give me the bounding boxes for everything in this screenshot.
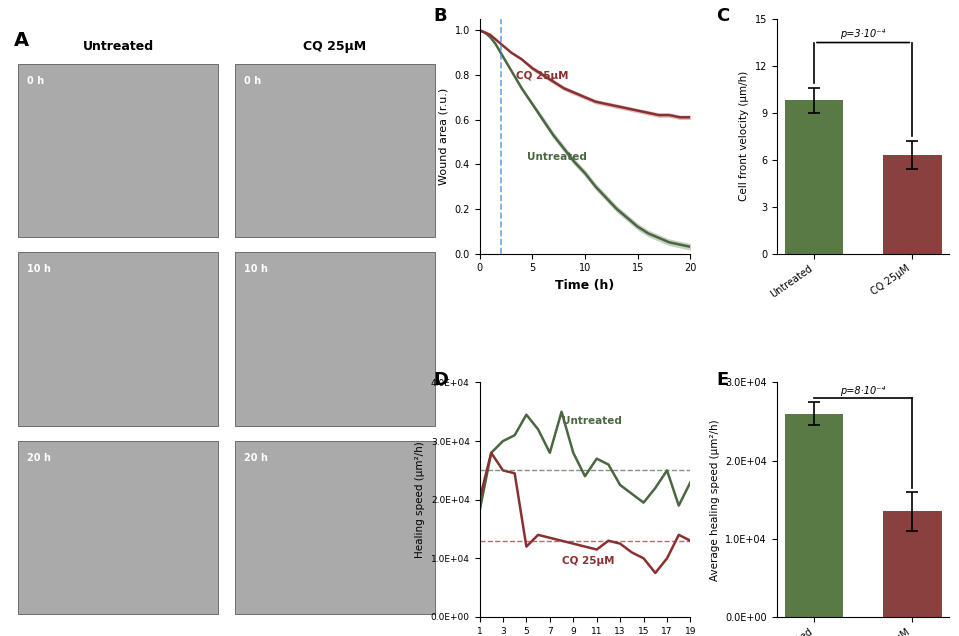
Text: 0 h: 0 h <box>27 76 44 86</box>
Text: 10 h: 10 h <box>244 264 268 274</box>
Bar <box>235 441 434 614</box>
Text: D: D <box>433 371 448 389</box>
Text: CQ 25μM: CQ 25μM <box>517 71 569 81</box>
Bar <box>18 252 218 425</box>
Bar <box>18 441 218 614</box>
Bar <box>784 100 844 254</box>
Text: Untreated: Untreated <box>527 152 587 162</box>
Text: A: A <box>14 31 29 50</box>
Text: Untreated: Untreated <box>562 415 621 425</box>
Bar <box>882 155 942 254</box>
Bar <box>235 252 434 425</box>
Text: 0 h: 0 h <box>244 76 261 86</box>
Y-axis label: Average healing speed (μm²/h): Average healing speed (μm²/h) <box>710 419 720 581</box>
Text: 20 h: 20 h <box>244 453 268 462</box>
Text: CQ 25μM: CQ 25μM <box>303 40 366 53</box>
Text: p=8·10⁻⁴: p=8·10⁻⁴ <box>840 386 886 396</box>
Text: 10 h: 10 h <box>27 264 51 274</box>
Y-axis label: Healing speed (μm²/h): Healing speed (μm²/h) <box>415 441 425 558</box>
X-axis label: Time (h): Time (h) <box>555 279 615 292</box>
Text: 20 h: 20 h <box>27 453 51 462</box>
Text: Untreated: Untreated <box>82 40 153 53</box>
Text: B: B <box>433 8 447 25</box>
Bar <box>235 64 434 237</box>
Text: E: E <box>716 371 729 389</box>
Bar <box>784 414 844 617</box>
Y-axis label: Cell front velocity (μm/h): Cell front velocity (μm/h) <box>739 71 749 202</box>
Bar <box>882 511 942 617</box>
Text: p=3·10⁻⁴: p=3·10⁻⁴ <box>840 29 886 39</box>
Y-axis label: Wound area (r.u.): Wound area (r.u.) <box>439 88 449 185</box>
Text: CQ 25μM: CQ 25μM <box>562 556 614 566</box>
Text: C: C <box>716 8 730 25</box>
Bar <box>18 64 218 237</box>
